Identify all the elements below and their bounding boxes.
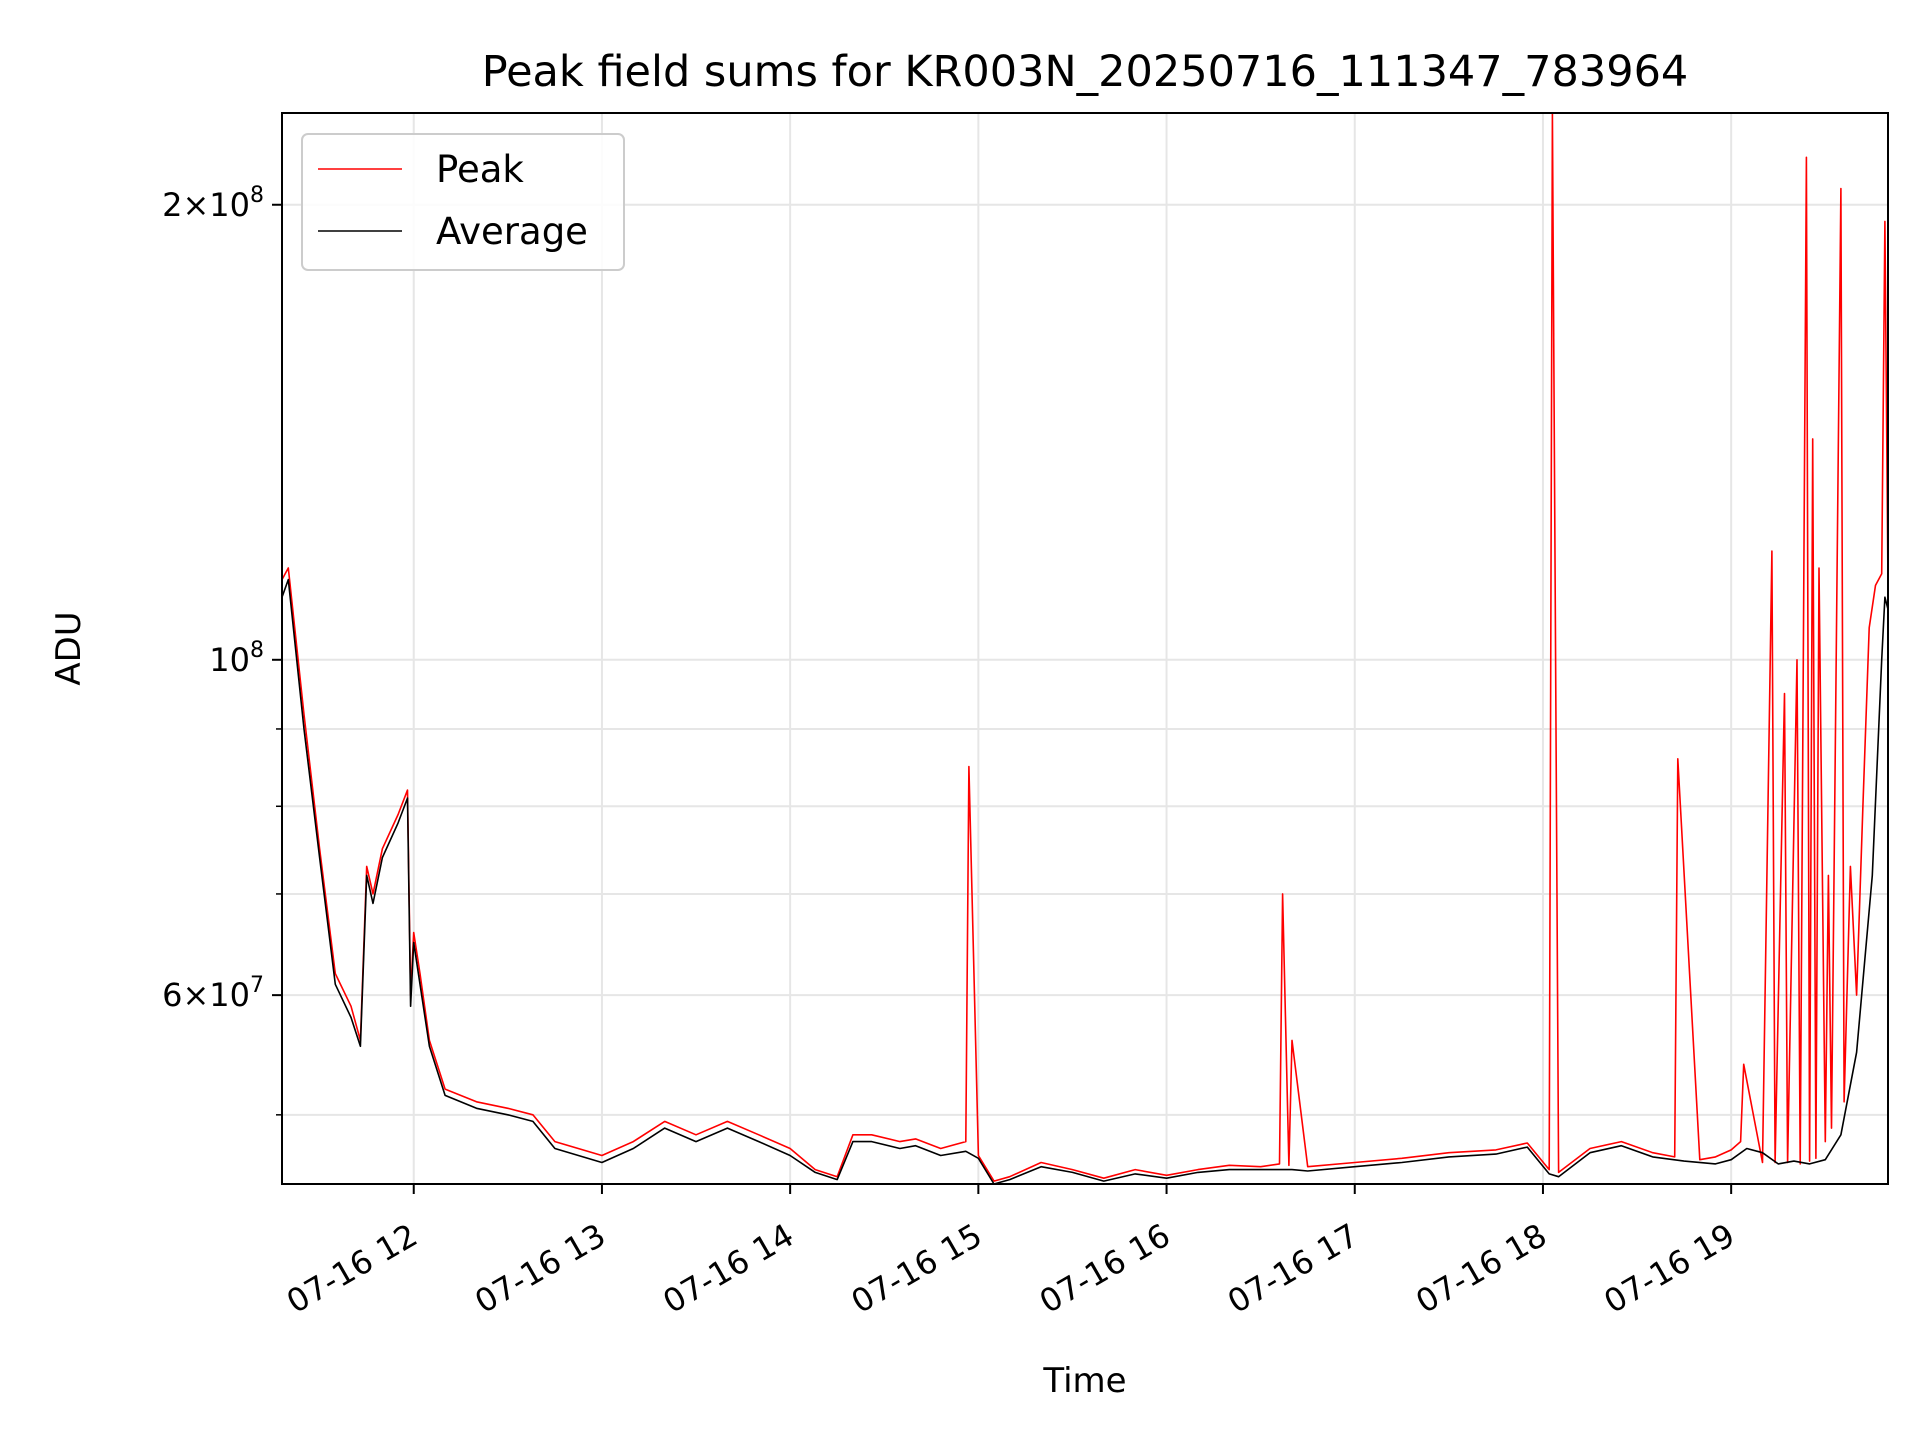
legend-box [301,133,625,271]
y-tick-base: ×10 [182,976,250,1014]
y-axis-label: ADU [49,611,89,685]
y-tick-label: 108 [209,638,264,679]
y-tick-exponent: 8 [250,638,264,663]
y-tick-exponent: 8 [250,183,264,208]
y-tick-base: ×10 [182,186,250,224]
y-tick-mantissa: 6 [162,976,182,1014]
legend-label-average: Average [436,210,588,253]
series-line-average [281,578,1889,1185]
y-tick-label: 2×108 [162,183,264,224]
x-axis-label: Time [1042,1361,1126,1401]
axes-frame [281,112,1889,1185]
y-tick-exponent: 7 [250,973,264,998]
legend-label-peak: Peak [436,148,524,191]
plot-series [281,112,1889,1185]
y-tick-mantissa: 2 [162,186,182,224]
chart-title: Peak field sums for KR003N_20250716_1113… [482,47,1689,97]
y-tick-label: 6×107 [162,973,264,1014]
series-line-peak [281,112,1889,1182]
legend: Peak Average [301,133,625,271]
y-tick-base: 10 [209,641,250,679]
